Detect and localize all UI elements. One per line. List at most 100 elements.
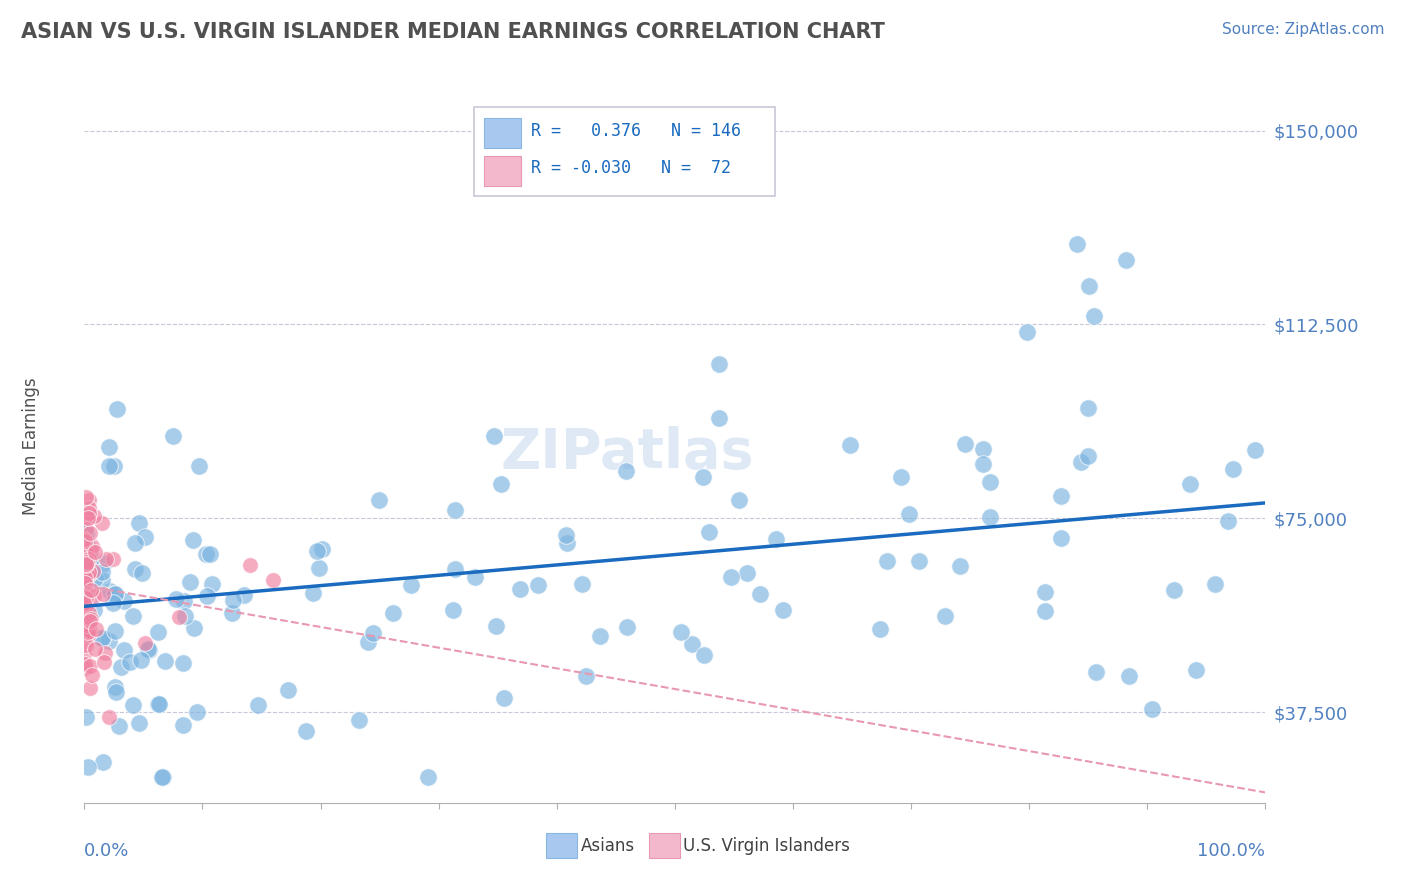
- Point: [669, 624, 692, 639]
- Point: [765, 532, 787, 546]
- Point: [1185, 663, 1208, 677]
- Point: [101, 552, 124, 566]
- Point: [91, 756, 114, 770]
- Point: [97, 459, 120, 474]
- Point: [77, 566, 100, 581]
- Point: [150, 770, 173, 784]
- Point: [1033, 585, 1056, 599]
- Point: [73, 648, 96, 662]
- Point: [485, 619, 508, 633]
- Text: U.S. Virgin Islanders: U.S. Virgin Islanders: [683, 837, 851, 855]
- Point: [693, 648, 716, 663]
- Point: [73, 596, 96, 610]
- Point: [73, 591, 96, 606]
- Point: [97, 710, 120, 724]
- Point: [187, 458, 209, 473]
- Point: [172, 656, 194, 670]
- Point: [195, 590, 218, 604]
- Point: [464, 570, 486, 584]
- Point: [262, 573, 284, 587]
- Point: [146, 625, 169, 640]
- Point: [148, 697, 170, 711]
- Point: [839, 438, 862, 452]
- Point: [444, 561, 467, 575]
- Point: [399, 578, 422, 592]
- Point: [128, 516, 150, 530]
- Point: [77, 624, 100, 639]
- FancyBboxPatch shape: [546, 833, 576, 858]
- Point: [152, 770, 174, 784]
- Point: [301, 586, 323, 600]
- Point: [311, 541, 333, 556]
- Point: [876, 554, 898, 568]
- Point: [79, 500, 101, 515]
- Point: [75, 591, 97, 605]
- Point: [84, 622, 107, 636]
- Point: [73, 534, 96, 549]
- Point: [73, 532, 96, 546]
- Point: [91, 587, 114, 601]
- Point: [1243, 443, 1265, 458]
- Point: [173, 608, 195, 623]
- Point: [692, 470, 714, 484]
- Point: [1083, 309, 1105, 323]
- Point: [73, 605, 96, 619]
- Point: [77, 565, 100, 579]
- Point: [75, 657, 97, 672]
- Point: [122, 609, 145, 624]
- Point: [97, 440, 120, 454]
- Point: [80, 544, 103, 558]
- Point: [103, 458, 125, 473]
- Point: [183, 621, 205, 635]
- Point: [75, 615, 97, 629]
- Point: [509, 582, 531, 597]
- Point: [173, 594, 195, 608]
- Point: [1140, 702, 1163, 716]
- Point: [93, 656, 115, 670]
- Point: [221, 606, 243, 620]
- Point: [172, 718, 194, 732]
- Point: [75, 582, 97, 597]
- Point: [356, 635, 378, 649]
- Point: [83, 509, 105, 524]
- Point: [492, 691, 515, 706]
- Point: [77, 627, 100, 641]
- Point: [308, 561, 330, 575]
- Point: [186, 705, 208, 719]
- Point: [897, 507, 920, 521]
- Point: [616, 620, 638, 634]
- Point: [94, 552, 117, 566]
- Point: [179, 574, 201, 589]
- Point: [484, 429, 506, 443]
- Point: [138, 642, 160, 657]
- Point: [77, 551, 100, 566]
- Point: [73, 591, 96, 605]
- Point: [1077, 449, 1099, 463]
- Point: [75, 618, 97, 632]
- Point: [90, 565, 112, 579]
- Point: [1204, 576, 1226, 591]
- Point: [75, 564, 97, 578]
- Point: [75, 490, 97, 504]
- Text: R = -0.030   N =  72: R = -0.030 N = 72: [531, 160, 731, 178]
- Point: [105, 685, 128, 699]
- Point: [77, 592, 100, 607]
- FancyBboxPatch shape: [474, 107, 775, 196]
- Point: [76, 557, 98, 571]
- Point: [233, 588, 256, 602]
- Point: [527, 578, 550, 592]
- Point: [697, 524, 720, 539]
- Point: [709, 357, 731, 371]
- Point: [75, 638, 97, 652]
- Point: [1066, 237, 1088, 252]
- Point: [94, 646, 117, 660]
- Point: [105, 402, 128, 417]
- Point: [76, 618, 98, 632]
- Point: [955, 436, 977, 450]
- Point: [295, 724, 318, 739]
- Point: [201, 577, 224, 591]
- Point: [73, 573, 96, 587]
- Point: [148, 698, 170, 712]
- Point: [75, 626, 97, 640]
- Point: [167, 610, 190, 624]
